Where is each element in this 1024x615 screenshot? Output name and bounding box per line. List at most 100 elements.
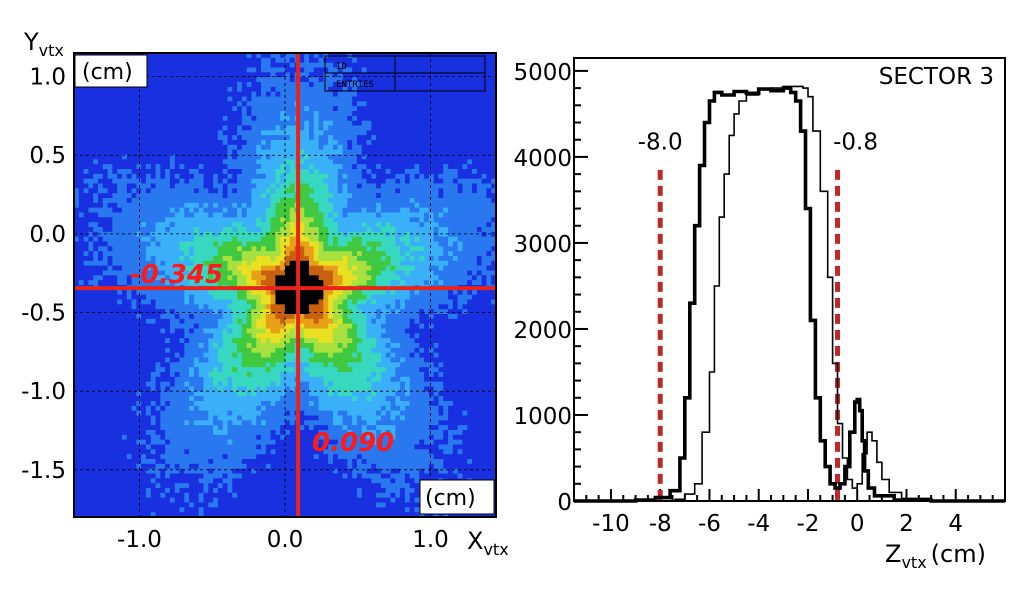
heatmap-cell xyxy=(481,241,488,247)
heatmap-cell xyxy=(241,178,248,185)
heatmap-cell xyxy=(145,62,152,69)
heatmap-cell xyxy=(193,198,200,204)
heatmap-cell xyxy=(174,222,181,228)
heatmap-cell xyxy=(261,178,267,185)
heatmap-cell xyxy=(472,318,478,325)
heatmap-cell xyxy=(78,275,85,281)
heatmap-cell xyxy=(486,260,492,267)
heatmap-cell xyxy=(97,227,104,233)
heatmap-cell xyxy=(150,309,157,315)
heatmap-cell xyxy=(390,101,396,107)
heatmap-cell xyxy=(213,135,219,141)
heatmap-cell xyxy=(261,169,267,175)
heatmap-cell xyxy=(491,222,497,228)
heatmap-cell xyxy=(486,309,492,315)
heatmap-cell xyxy=(308,222,315,228)
heatmap-cell xyxy=(313,62,320,69)
heatmap-cell xyxy=(433,236,440,243)
heatmap-cell xyxy=(222,246,229,252)
heatmap-cell xyxy=(313,125,320,131)
heatmap-cell xyxy=(141,140,147,146)
heatmap-cell xyxy=(275,178,281,185)
heatmap-cell xyxy=(97,270,104,276)
heatmap-cell xyxy=(424,207,430,214)
heatmap-cell xyxy=(189,304,195,310)
heatmap-cell xyxy=(160,236,166,243)
heatmap-cell xyxy=(395,212,401,218)
heatmap-cell xyxy=(481,111,488,117)
heatmap-cell xyxy=(155,294,161,301)
heatmap-cell xyxy=(385,62,392,69)
heatmap-cell xyxy=(261,53,267,59)
heatmap-cell xyxy=(155,227,161,233)
heatmap-cell xyxy=(318,101,324,107)
heatmap-cell xyxy=(337,178,344,185)
heatmap-cell xyxy=(222,309,229,315)
heatmap-cell xyxy=(376,115,382,122)
heatmap-cell xyxy=(222,120,229,127)
heatmap-cell xyxy=(246,154,253,160)
heatmap-cell xyxy=(155,86,161,93)
heatmap-cell xyxy=(280,154,286,160)
heatmap-cell xyxy=(289,280,296,286)
heatmap-cell xyxy=(433,149,440,156)
heatmap-cell xyxy=(433,67,440,73)
heatmap-cell xyxy=(270,154,277,160)
heatmap-cell xyxy=(414,130,420,136)
heatmap-cell xyxy=(448,72,454,78)
heatmap-cell xyxy=(285,270,291,276)
heatmap-cell xyxy=(428,173,435,180)
heatmap-cell xyxy=(376,77,382,83)
heatmap-cell xyxy=(342,135,348,141)
heatmap-cell xyxy=(352,212,358,218)
heatmap-cell xyxy=(160,164,166,170)
heatmap-cell xyxy=(227,173,233,180)
heatmap-cell xyxy=(227,318,233,325)
heatmap-cell xyxy=(366,125,372,131)
heatmap-cell xyxy=(438,207,444,214)
heatmap-cell xyxy=(237,202,243,209)
heatmap-cell xyxy=(332,246,339,252)
heatmap-cell xyxy=(97,198,104,204)
heatmap-cell xyxy=(390,96,396,102)
heatmap-cell xyxy=(179,231,185,238)
heatmap-cell xyxy=(438,77,444,83)
heatmap-cell xyxy=(400,115,406,122)
heatmap-cell xyxy=(251,120,257,127)
heatmap-cell xyxy=(232,323,238,330)
heatmap-cell xyxy=(184,212,190,218)
heatmap-cell xyxy=(184,183,190,189)
heatmap-cell xyxy=(457,280,464,286)
heatmap-cell xyxy=(476,101,483,107)
heatmap-cell xyxy=(136,96,142,102)
heatmap-cell xyxy=(438,289,444,296)
heatmap-cell xyxy=(83,86,89,93)
heatmap-cell xyxy=(457,57,464,64)
heatmap-cell xyxy=(462,207,468,214)
heatmap-cell xyxy=(433,202,440,209)
heatmap-cell xyxy=(400,299,406,305)
heatmap-cell xyxy=(74,299,80,305)
heatmap-cell xyxy=(237,227,243,233)
heatmap-cell xyxy=(131,280,137,286)
heatmap-cell xyxy=(193,289,200,296)
heatmap-cell xyxy=(222,318,229,325)
heatmap-cell xyxy=(184,173,190,180)
heatmap-cell xyxy=(356,111,363,117)
heatmap-cell xyxy=(337,149,344,156)
heatmap-cell xyxy=(342,57,348,64)
heatmap-cell xyxy=(179,135,185,141)
heatmap-cell xyxy=(390,198,396,204)
heatmap-cell xyxy=(433,241,440,247)
heatmap-cell xyxy=(150,111,157,117)
heatmap-cell xyxy=(237,111,243,117)
heatmap-cell xyxy=(395,260,401,267)
heatmap-cell xyxy=(102,304,109,310)
heatmap-cell xyxy=(486,77,492,83)
heatmap-cell xyxy=(428,96,435,102)
heatmap-cell xyxy=(356,227,363,233)
heatmap-cell xyxy=(251,183,257,189)
heatmap-cell xyxy=(213,246,219,252)
heatmap-cell xyxy=(337,111,344,117)
heatmap-cell xyxy=(78,236,85,243)
